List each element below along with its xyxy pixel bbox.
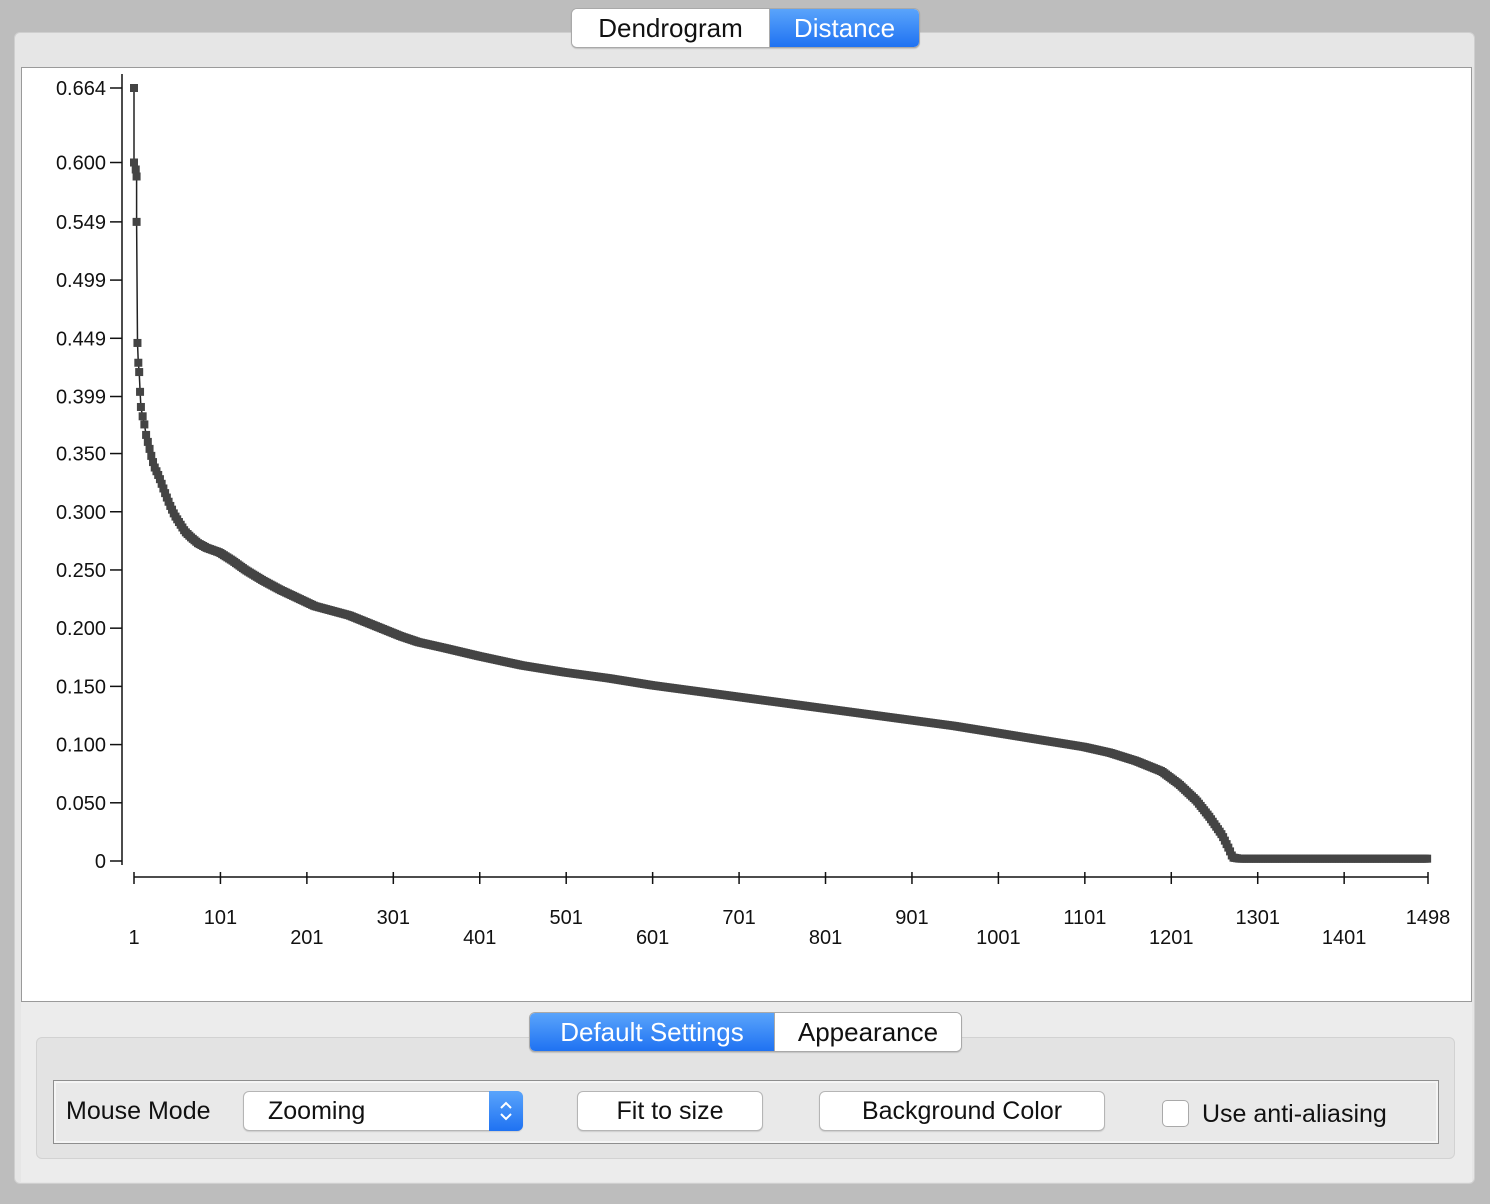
x-tick-label: 1301: [1235, 907, 1280, 929]
y-tick-label: 0.200: [56, 618, 106, 640]
y-tick-label: 0.664: [56, 78, 106, 100]
x-tick-label: 801: [809, 927, 842, 949]
y-tick-label: 0.399: [56, 387, 106, 409]
data-point: [1423, 854, 1432, 863]
fit-to-size-button[interactable]: Fit to size: [577, 1091, 763, 1131]
data-point: [132, 172, 141, 181]
mouse-mode-select[interactable]: Zooming: [243, 1091, 523, 1131]
data-point: [155, 475, 164, 484]
data-point: [154, 470, 163, 479]
data-point: [149, 458, 158, 467]
mouse-mode-value: Zooming: [268, 1097, 366, 1125]
y-tick-label: 0.600: [56, 153, 106, 175]
data-point: [131, 165, 140, 174]
view-tabs: Dendrogram Distance: [571, 8, 920, 48]
data-point: [138, 412, 147, 421]
y-tick-label: 0.350: [56, 444, 106, 466]
mouse-mode-label: Mouse Mode: [66, 1097, 211, 1125]
data-point: [143, 437, 152, 446]
x-tick-label: 401: [463, 927, 496, 949]
data-point: [134, 358, 143, 367]
x-tick-label: 201: [290, 927, 323, 949]
data-point: [132, 217, 141, 226]
y-tick-label: 0.050: [56, 793, 106, 815]
data-point: [159, 484, 168, 493]
distance-plot[interactable]: 0 0.050 0.100 0.150 0.200 0.250 0.300 0.350 0.39…: [22, 68, 1471, 1001]
tab-distance[interactable]: Distance: [769, 9, 919, 47]
y-tick-label: 0.449: [56, 328, 106, 350]
x-tick-label: 901: [895, 907, 928, 929]
y-tick-label: 0.250: [56, 560, 106, 582]
chevron-updown-icon: [489, 1091, 523, 1131]
data-point: [147, 451, 156, 460]
x-tick-label: 1201: [1149, 927, 1194, 949]
data-point: [135, 368, 144, 377]
x-tick-label: 1498: [1406, 907, 1451, 929]
y-tick-label: 0.300: [56, 502, 106, 524]
y-tick-label: 0.100: [56, 735, 106, 757]
x-tick-label: 101: [204, 907, 237, 929]
x-tick-label: 301: [377, 907, 410, 929]
settings-tabs: Default Settings Appearance: [529, 1012, 962, 1052]
x-tick-label: 1: [128, 927, 139, 949]
data-point: [164, 497, 173, 506]
data-point: [142, 430, 151, 439]
data-point: [161, 489, 170, 498]
data-point: [157, 479, 166, 488]
x-tick-label: 1101: [1063, 907, 1106, 929]
data-point: [133, 338, 142, 347]
data-point: [162, 493, 171, 502]
anti-aliasing-label: Use anti-aliasing: [1202, 1100, 1387, 1128]
data-point: [136, 402, 145, 411]
anti-aliasing-checkbox[interactable]: [1162, 1100, 1189, 1127]
x-tick-label: 601: [636, 927, 669, 949]
y-tick-label: 0: [95, 851, 106, 873]
data-point: [130, 84, 138, 92]
y-tick-label: 0.150: [56, 676, 106, 698]
data-point: [145, 444, 154, 453]
y-tick-label: 0.499: [56, 270, 106, 292]
x-tick-label: 501: [550, 907, 583, 929]
tab-dendrogram[interactable]: Dendrogram: [572, 9, 769, 47]
tab-appearance[interactable]: Appearance: [774, 1013, 961, 1051]
tab-default-settings[interactable]: Default Settings: [530, 1013, 774, 1051]
background-color-button[interactable]: Background Color: [819, 1091, 1105, 1131]
distance-chart[interactable]: 0 0.050 0.100 0.150 0.200 0.250 0.300 0.350 0.39…: [21, 67, 1472, 1002]
data-point: [1226, 847, 1235, 856]
x-tick-label: 1001: [976, 927, 1021, 949]
data-point: [130, 158, 138, 167]
y-tick-label: 0.549: [56, 212, 106, 234]
x-tick-label: 701: [722, 907, 755, 929]
x-tick-label: 1401: [1322, 927, 1367, 949]
data-point: [140, 420, 149, 429]
series-line: [133, 88, 1428, 860]
data-point: [136, 387, 145, 396]
